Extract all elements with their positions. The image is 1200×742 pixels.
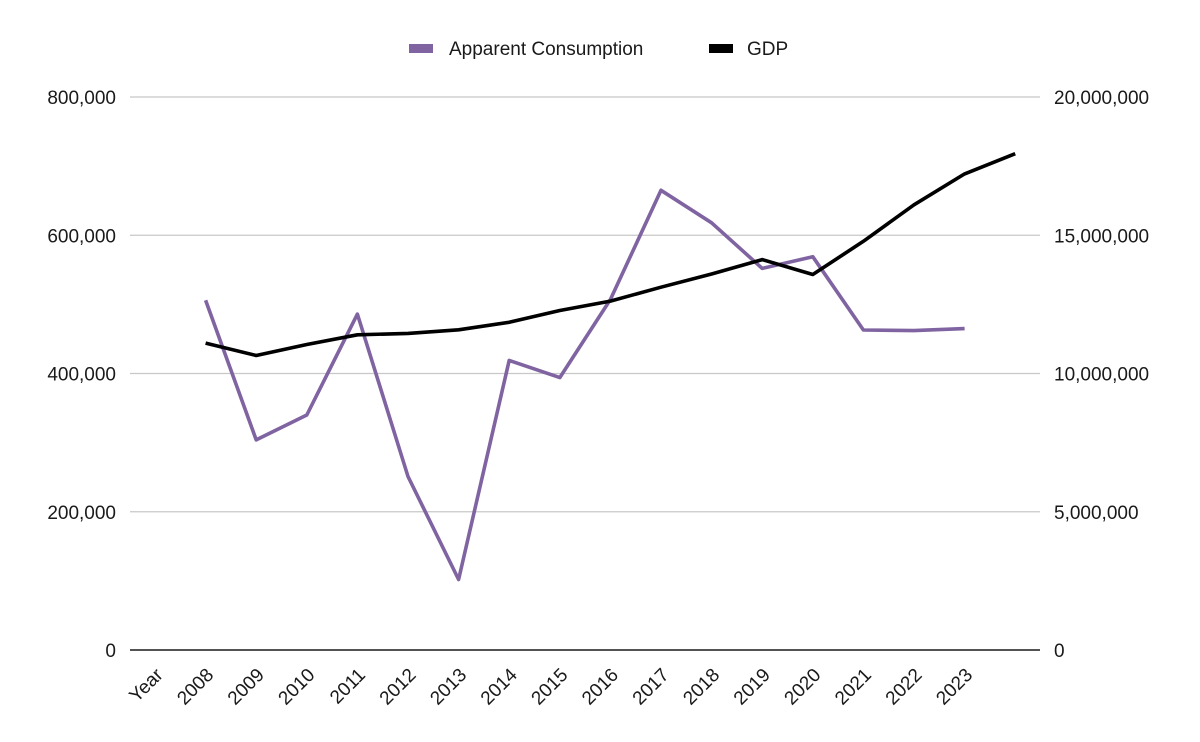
x-tick-label: 2022 xyxy=(882,665,927,710)
y-left-axis: 0 200,000 400,000 600,000 800,000 xyxy=(47,88,116,662)
x-tick-label: 2008 xyxy=(173,665,218,710)
x-tick-label: Year xyxy=(126,664,168,706)
y-right-tick-label: 20,000,000 xyxy=(1054,88,1149,109)
legend-swatch-apparent-consumption xyxy=(409,44,433,53)
y-left-tick-label: 800,000 xyxy=(47,88,116,109)
y-right-tick-label: 10,000,000 xyxy=(1054,365,1149,386)
y-left-tick-label: 400,000 xyxy=(47,365,116,386)
legend-swatch-gdp xyxy=(709,44,733,53)
x-tick-label: 2021 xyxy=(831,665,876,710)
x-tick-label: 2019 xyxy=(730,665,775,710)
y-right-tick-label: 5,000,000 xyxy=(1054,503,1139,524)
x-tick-label: 2010 xyxy=(275,665,320,710)
y-right-axis: 0 5,000,000 10,000,000 15,000,000 20,000,000 xyxy=(1054,88,1149,662)
x-tick-label: 2014 xyxy=(477,664,522,709)
x-tick-label: 2011 xyxy=(326,665,370,709)
legend-label-gdp: GDP xyxy=(747,39,788,60)
y-left-tick-label: 200,000 xyxy=(47,503,116,524)
legend-entry-gdp: GDP xyxy=(709,39,788,60)
x-tick-label: 2023 xyxy=(932,665,977,710)
x-tick-label: 2017 xyxy=(629,665,674,710)
y-left-tick-label: 600,000 xyxy=(47,226,116,247)
x-axis: Year 2008 2009 2010 2011 2012 2013 2014 2015 2016… xyxy=(126,664,978,709)
legend-entry-apparent-consumption: Apparent Consumption xyxy=(409,39,643,60)
y-right-tick-label: 0 xyxy=(1054,641,1065,662)
gridlines xyxy=(130,96,1040,651)
series-line-apparent-consumption xyxy=(203,188,965,582)
x-tick-label: 2018 xyxy=(679,665,724,710)
legend: Apparent Consumption GDP xyxy=(409,39,788,60)
x-tick-label: 2015 xyxy=(528,665,573,710)
x-tick-label: 2020 xyxy=(781,665,826,710)
y-right-tick-label: 15,000,000 xyxy=(1054,226,1149,247)
x-tick-label: 2016 xyxy=(578,665,623,710)
legend-label-apparent-consumption: Apparent Consumption xyxy=(449,39,643,60)
x-tick-label: 2012 xyxy=(376,665,421,710)
x-tick-label: 2013 xyxy=(426,665,471,710)
series-line-gdp xyxy=(205,152,1016,358)
x-tick-label: 2009 xyxy=(224,665,269,710)
y-left-tick-label: 0 xyxy=(105,641,116,662)
series-lines xyxy=(203,152,1016,582)
